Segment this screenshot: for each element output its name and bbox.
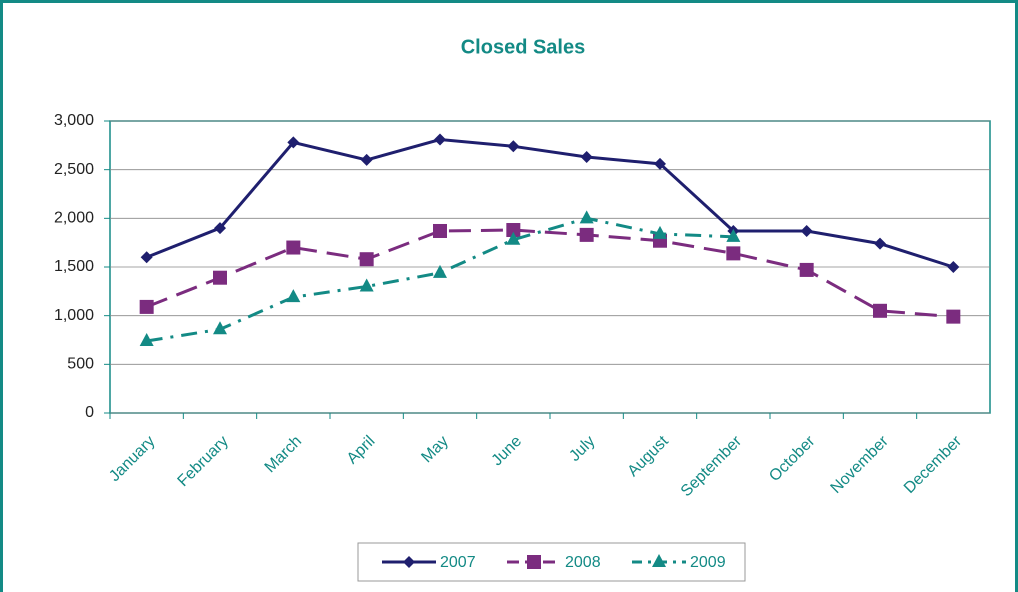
marker — [213, 321, 227, 335]
marker — [434, 133, 446, 146]
marker — [287, 136, 300, 149]
legend-marker — [527, 555, 541, 569]
marker — [873, 303, 887, 318]
series-line — [146, 137, 954, 269]
marker — [726, 246, 741, 261]
series-line — [146, 228, 954, 319]
marker — [506, 223, 521, 238]
legend-label: 2009 — [690, 554, 726, 571]
marker — [579, 227, 594, 242]
marker — [653, 225, 667, 239]
marker — [726, 228, 741, 242]
marker — [580, 151, 593, 164]
y-tick-label: 500 — [67, 356, 94, 373]
y-tick-label: 1,000 — [54, 307, 94, 324]
legend-label: 2008 — [565, 554, 601, 571]
marker — [947, 261, 960, 273]
marker — [874, 237, 886, 250]
y-tick-label: 0 — [85, 404, 94, 421]
marker — [506, 231, 521, 245]
marker — [140, 251, 153, 264]
legend-label: 2007 — [440, 554, 476, 571]
marker — [359, 278, 374, 292]
y-tick-label: 1,500 — [54, 258, 94, 275]
marker — [360, 153, 373, 166]
marker — [433, 223, 447, 238]
marker — [139, 332, 154, 346]
marker — [286, 240, 301, 255]
marker — [139, 299, 154, 314]
marker — [214, 222, 226, 235]
marker — [799, 262, 814, 277]
marker — [359, 252, 374, 267]
marker — [654, 157, 666, 170]
marker — [579, 210, 594, 224]
legend-marker — [652, 554, 666, 567]
legend-marker — [403, 556, 415, 568]
marker — [507, 140, 520, 153]
marker — [213, 270, 227, 285]
chart-title: Closed Sales — [461, 36, 586, 58]
y-tick-label: 3,000 — [54, 112, 94, 129]
y-tick-label: 2,500 — [54, 161, 94, 178]
marker — [800, 224, 813, 237]
marker — [433, 264, 447, 278]
y-tick-label: 2,000 — [54, 210, 94, 227]
marker — [946, 309, 961, 324]
marker — [286, 289, 301, 303]
